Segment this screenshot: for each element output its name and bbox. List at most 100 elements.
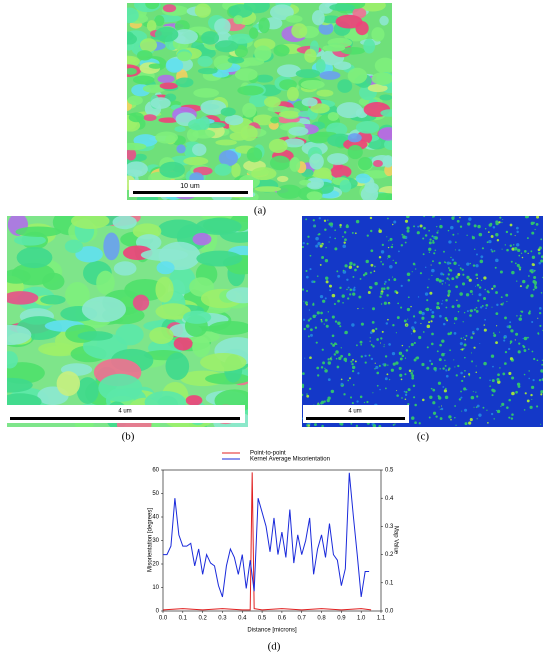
speck	[464, 369, 466, 372]
speck	[459, 267, 462, 270]
grain	[192, 143, 207, 156]
speck	[369, 340, 371, 342]
speck	[402, 235, 406, 239]
speck	[358, 295, 362, 299]
grain	[263, 96, 281, 108]
grain	[306, 191, 323, 200]
speck	[424, 292, 429, 296]
speck	[324, 318, 328, 322]
grain	[214, 18, 231, 35]
speck	[495, 258, 499, 263]
speck	[540, 369, 543, 373]
speck	[316, 366, 320, 370]
grain	[246, 147, 263, 163]
speck	[405, 324, 408, 327]
speck	[466, 262, 470, 266]
speck	[504, 350, 508, 354]
speck	[392, 259, 394, 261]
speck	[344, 360, 347, 363]
speck	[430, 387, 433, 390]
speck	[471, 236, 475, 240]
grain	[347, 133, 362, 143]
speck	[520, 252, 523, 255]
grain	[173, 336, 193, 351]
speck	[454, 249, 456, 251]
speck	[411, 374, 415, 378]
grain	[379, 94, 392, 101]
speck	[431, 274, 433, 277]
speck	[352, 275, 355, 278]
speck	[527, 311, 531, 315]
speck	[312, 314, 316, 319]
speck	[305, 218, 308, 221]
grain	[268, 138, 288, 154]
speck	[344, 264, 348, 268]
speck	[324, 297, 327, 300]
speck	[370, 263, 374, 267]
speck	[523, 349, 527, 352]
speck	[469, 289, 473, 294]
speck	[401, 354, 405, 358]
speck	[492, 389, 496, 393]
speck	[518, 342, 521, 345]
grains-a	[127, 3, 392, 200]
speck	[478, 413, 482, 417]
speck	[436, 350, 439, 353]
speck	[518, 266, 522, 270]
legend-label: Point-to-point	[250, 451, 286, 457]
grain	[335, 14, 363, 29]
speck	[419, 272, 423, 275]
grain	[277, 175, 289, 183]
speck	[428, 359, 432, 363]
speck	[429, 308, 432, 311]
speck	[412, 384, 416, 388]
speck	[386, 294, 389, 297]
speck	[328, 241, 330, 243]
speck	[302, 393, 304, 397]
speck	[359, 395, 363, 399]
grain	[307, 181, 322, 189]
grain	[103, 232, 120, 261]
speck	[405, 349, 409, 352]
grain	[16, 246, 53, 269]
speck	[336, 365, 340, 369]
speck	[424, 234, 428, 237]
speck	[323, 219, 327, 222]
speck	[475, 371, 478, 374]
speck	[435, 305, 440, 310]
speck	[316, 311, 320, 315]
speck	[386, 373, 389, 376]
grain	[136, 50, 153, 61]
speck	[432, 216, 434, 218]
grain	[156, 261, 175, 275]
speck	[530, 393, 533, 397]
speck	[510, 260, 513, 263]
speck	[342, 302, 344, 304]
scale-label: 4 um	[348, 409, 361, 415]
speck	[540, 393, 543, 396]
grain	[76, 377, 99, 404]
speck	[428, 416, 431, 419]
grain	[304, 48, 317, 63]
speck	[324, 367, 326, 369]
speck	[349, 288, 353, 291]
speck	[486, 290, 490, 293]
speck	[431, 314, 435, 319]
speck	[431, 268, 435, 273]
grain	[183, 310, 212, 324]
speck	[492, 226, 496, 229]
speck	[352, 292, 355, 296]
speck	[429, 238, 432, 241]
grain	[40, 294, 66, 305]
speck	[484, 288, 486, 291]
speck	[387, 364, 389, 366]
speck	[366, 400, 369, 404]
speck	[480, 255, 484, 259]
speck	[529, 405, 533, 409]
speck	[360, 322, 364, 326]
speck	[444, 395, 449, 400]
speck	[362, 307, 364, 309]
grain	[384, 138, 392, 151]
scale-bar-a	[129, 180, 253, 197]
speck	[522, 337, 524, 340]
